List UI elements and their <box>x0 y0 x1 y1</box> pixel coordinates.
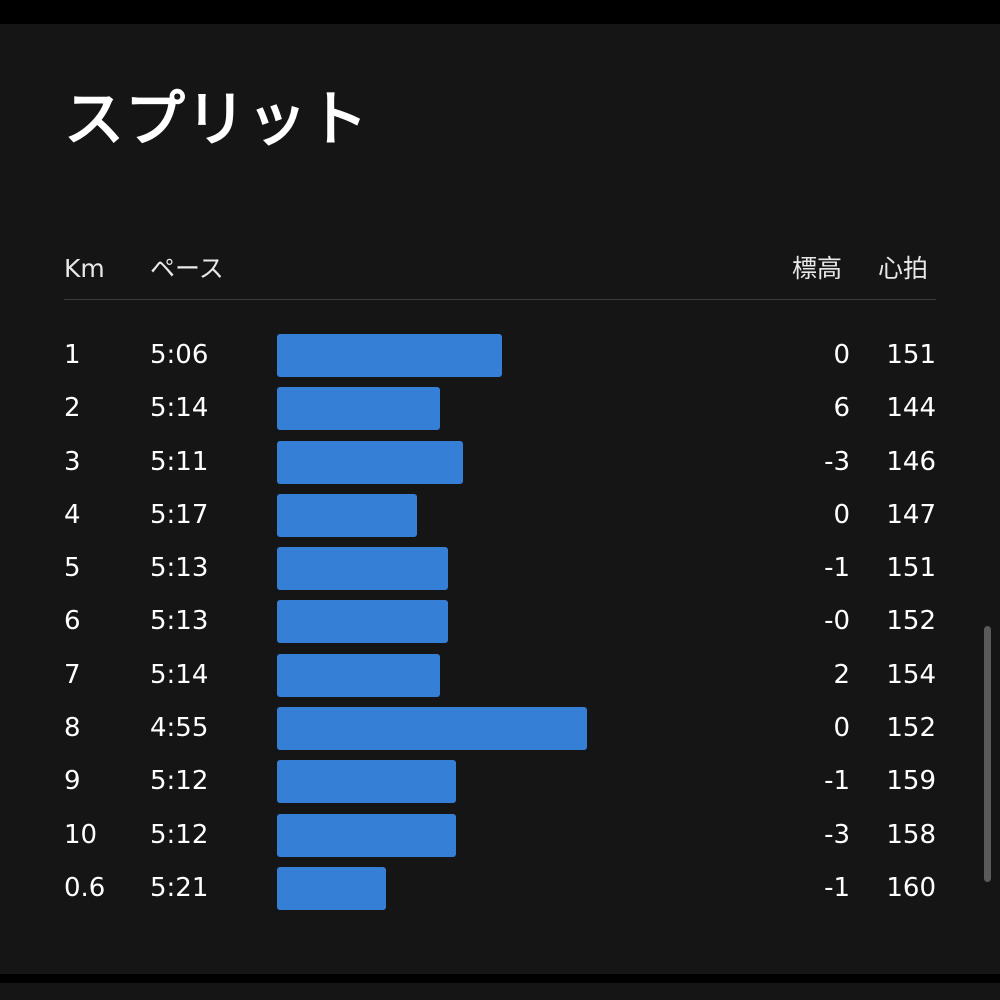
split-heart-rate: 154 <box>886 659 936 690</box>
split-row: 0.6 5:21 -1 160 <box>0 866 1000 920</box>
split-km: 10 <box>64 819 98 850</box>
split-elevation: -3 <box>824 446 850 477</box>
split-pace: 5:06 <box>150 340 209 370</box>
split-elevation: -1 <box>824 766 850 797</box>
split-heart-rate: 152 <box>886 606 936 637</box>
split-row: 4 5:17 0 147 <box>0 493 1000 547</box>
split-pace: 5:14 <box>150 393 209 424</box>
pace-bar <box>277 334 502 377</box>
pace-bar <box>277 387 440 431</box>
header-divider <box>64 299 936 300</box>
column-header-km: Km <box>64 254 105 283</box>
split-row: 2 5:14 6 144 <box>0 387 1000 440</box>
split-row: 6 5:13 -0 152 <box>0 600 1000 653</box>
split-km: 6 <box>64 606 81 637</box>
split-km: 3 <box>64 446 81 477</box>
split-row: 8 4:55 0 152 <box>0 707 1000 760</box>
split-elevation: 6 <box>833 393 850 424</box>
split-km: 4 <box>64 499 81 530</box>
split-pace: 5:17 <box>150 499 209 530</box>
split-heart-rate: 147 <box>886 499 936 530</box>
pace-bar <box>277 813 456 857</box>
split-row: 9 5:12 -1 159 <box>0 760 1000 813</box>
split-heart-rate: 151 <box>886 340 936 370</box>
column-header-pace: ペース <box>150 254 224 283</box>
column-header-elevation: 標高 <box>792 254 843 283</box>
split-km: 5 <box>64 553 81 584</box>
split-heart-rate: 152 <box>886 713 936 744</box>
split-elevation: -3 <box>824 819 850 850</box>
split-pace: 4:55 <box>150 713 209 744</box>
split-pace: 5:14 <box>150 659 209 690</box>
split-elevation: -0 <box>824 606 850 637</box>
split-row: 3 5:11 -3 146 <box>0 440 1000 494</box>
pace-bar <box>277 600 448 644</box>
split-km: 0.6 <box>64 872 106 903</box>
split-km: 9 <box>64 766 81 797</box>
split-heart-rate: 151 <box>886 553 936 584</box>
pace-bar <box>277 866 386 910</box>
pace-bar <box>277 440 463 484</box>
split-heart-rate: 160 <box>886 872 936 903</box>
page-title: スプリット <box>64 85 369 155</box>
pace-bar <box>277 493 417 537</box>
split-pace: 5:13 <box>150 553 209 584</box>
split-pace: 5:11 <box>150 446 209 477</box>
split-km: 7 <box>64 659 81 690</box>
splits-list: 1 5:06 0 151 2 5:14 6 144 3 5:11 -3 146 4 5:17 0 147 5 5:… <box>0 334 1000 920</box>
split-row: 1 5:06 0 151 <box>0 334 1000 387</box>
split-pace: 5:21 <box>150 872 209 903</box>
pace-bar <box>277 707 587 751</box>
split-elevation: 2 <box>833 659 850 690</box>
split-heart-rate: 159 <box>886 766 936 797</box>
split-elevation: -1 <box>824 553 850 584</box>
split-row: 7 5:14 2 154 <box>0 653 1000 707</box>
split-elevation: 0 <box>833 340 850 370</box>
split-km: 8 <box>64 713 81 744</box>
split-heart-rate: 146 <box>886 446 936 477</box>
split-elevation: -1 <box>824 872 850 903</box>
split-km: 1 <box>64 340 81 370</box>
split-heart-rate: 158 <box>886 819 936 850</box>
split-pace: 5:12 <box>150 766 209 797</box>
split-elevation: 0 <box>833 713 850 744</box>
split-row: 5 5:13 -1 151 <box>0 547 1000 600</box>
splits-panel: スプリット Km ペース 標高 心拍 1 5:06 0 151 2 5:14 6 144 3 5:… <box>0 24 1000 974</box>
split-heart-rate: 144 <box>886 393 936 424</box>
bottom-bar <box>0 983 1000 1000</box>
split-pace: 5:13 <box>150 606 209 637</box>
split-elevation: 0 <box>833 499 850 530</box>
scrollbar[interactable] <box>984 626 991 882</box>
pace-bar <box>277 653 440 697</box>
split-km: 2 <box>64 393 81 424</box>
pace-bar <box>277 760 456 804</box>
split-pace: 5:12 <box>150 819 209 850</box>
split-row: 10 5:12 -3 158 <box>0 813 1000 867</box>
pace-bar <box>277 547 448 591</box>
column-header-heart-rate: 心拍 <box>878 254 929 283</box>
